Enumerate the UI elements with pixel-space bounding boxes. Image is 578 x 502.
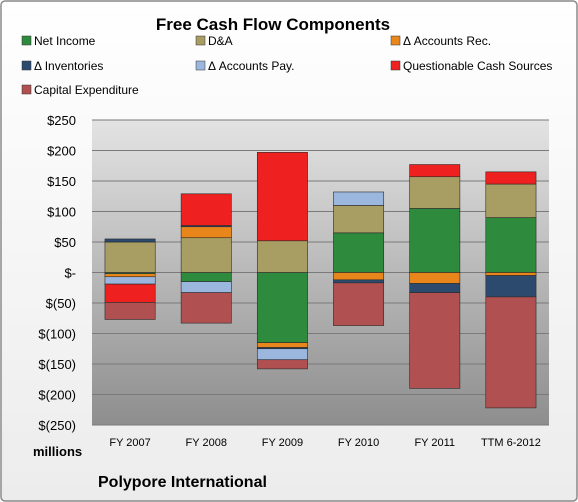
bar-segment xyxy=(180,193,232,226)
legend-swatch xyxy=(21,35,32,46)
bar-segment xyxy=(256,359,308,370)
legend-label: Questionable Cash Sources xyxy=(403,59,552,73)
x-category-label: FY 2011 xyxy=(414,437,455,449)
bar-segment xyxy=(180,281,232,293)
bar-segment xyxy=(180,226,232,239)
y-tick-label: $(150) xyxy=(38,357,76,372)
bar-segment xyxy=(485,275,537,298)
x-category-label: TTM 6-2012 xyxy=(481,437,541,449)
y-tick-label: $50 xyxy=(54,235,76,250)
legend-swatch xyxy=(195,35,206,46)
bar-segment xyxy=(409,176,461,209)
legend: Net Income D&A Δ Accounts Rec. Δ Inventorie… xyxy=(21,34,552,97)
bar-segment xyxy=(485,272,537,276)
legend-label: D&A xyxy=(208,34,233,48)
legend-swatch xyxy=(390,60,401,71)
bar-segment xyxy=(256,240,308,273)
y-tick-label: $100 xyxy=(47,205,76,220)
legend-swatch xyxy=(21,60,32,71)
bar-segment xyxy=(104,302,156,320)
bar-layer xyxy=(104,152,537,409)
bar-segment xyxy=(256,152,308,242)
x-category-label: FY 2008 xyxy=(186,437,227,449)
y-tick-label: $(200) xyxy=(38,388,76,403)
legend-label: Δ Accounts Pay. xyxy=(208,59,295,73)
legend-label: Δ Accounts Rec. xyxy=(403,34,491,48)
bar-segment xyxy=(409,272,461,284)
y-tick-label: $(100) xyxy=(38,327,76,342)
grid-layer xyxy=(92,119,549,426)
bar-segment xyxy=(333,232,385,273)
chart-title: Free Cash Flow Components xyxy=(156,15,390,34)
legend-swatch xyxy=(21,84,32,95)
bar-segment xyxy=(256,272,308,343)
bar-segment xyxy=(256,348,308,361)
bar-segment xyxy=(104,276,156,285)
bar-segment xyxy=(333,272,385,281)
units-label: millions xyxy=(33,444,82,459)
legend-label: Δ Inventories xyxy=(34,59,103,73)
bar-segment xyxy=(485,171,537,185)
bar-segment xyxy=(409,292,461,389)
bar-segment xyxy=(333,282,385,326)
bar-segment xyxy=(485,217,537,273)
bar-segment xyxy=(485,296,537,409)
y-tick-label: $(250) xyxy=(38,418,76,433)
x-category-label: FY 2009 xyxy=(262,437,303,449)
legend-swatch xyxy=(390,35,401,46)
bar-segment xyxy=(333,205,385,234)
legend-label: Capital Expenditure xyxy=(34,83,139,97)
bar-segment xyxy=(333,279,385,284)
x-category-label: FY 2010 xyxy=(338,437,379,449)
y-tick-label: $200 xyxy=(47,144,76,159)
legend-label: Net Income xyxy=(34,34,96,48)
y-tick-label: $250 xyxy=(47,113,76,128)
company-name: Polypore International xyxy=(98,474,267,491)
bar-segment xyxy=(485,183,537,218)
x-category-label: FY 2007 xyxy=(109,437,150,449)
y-tick-label: $150 xyxy=(47,174,76,189)
bar-segment xyxy=(104,238,156,243)
bar-segment xyxy=(104,241,156,273)
bar-segment xyxy=(409,208,461,273)
legend-swatch xyxy=(195,60,206,71)
bar-segment xyxy=(104,273,156,278)
bar-segment xyxy=(409,283,461,293)
bar-segment xyxy=(180,237,232,273)
bar-segment xyxy=(180,272,232,282)
y-tick-label: $(50) xyxy=(46,296,76,311)
axis-layer: $250 $200 $150 $100 $50 $- $(50) $(100) $(150) $(… xyxy=(38,113,540,449)
bar-segment xyxy=(333,191,385,206)
bar-segment xyxy=(180,292,232,324)
y-tick-label: $- xyxy=(64,266,76,281)
bar-segment xyxy=(409,164,461,178)
bar-segment xyxy=(256,342,308,348)
bar-segment xyxy=(104,283,156,303)
